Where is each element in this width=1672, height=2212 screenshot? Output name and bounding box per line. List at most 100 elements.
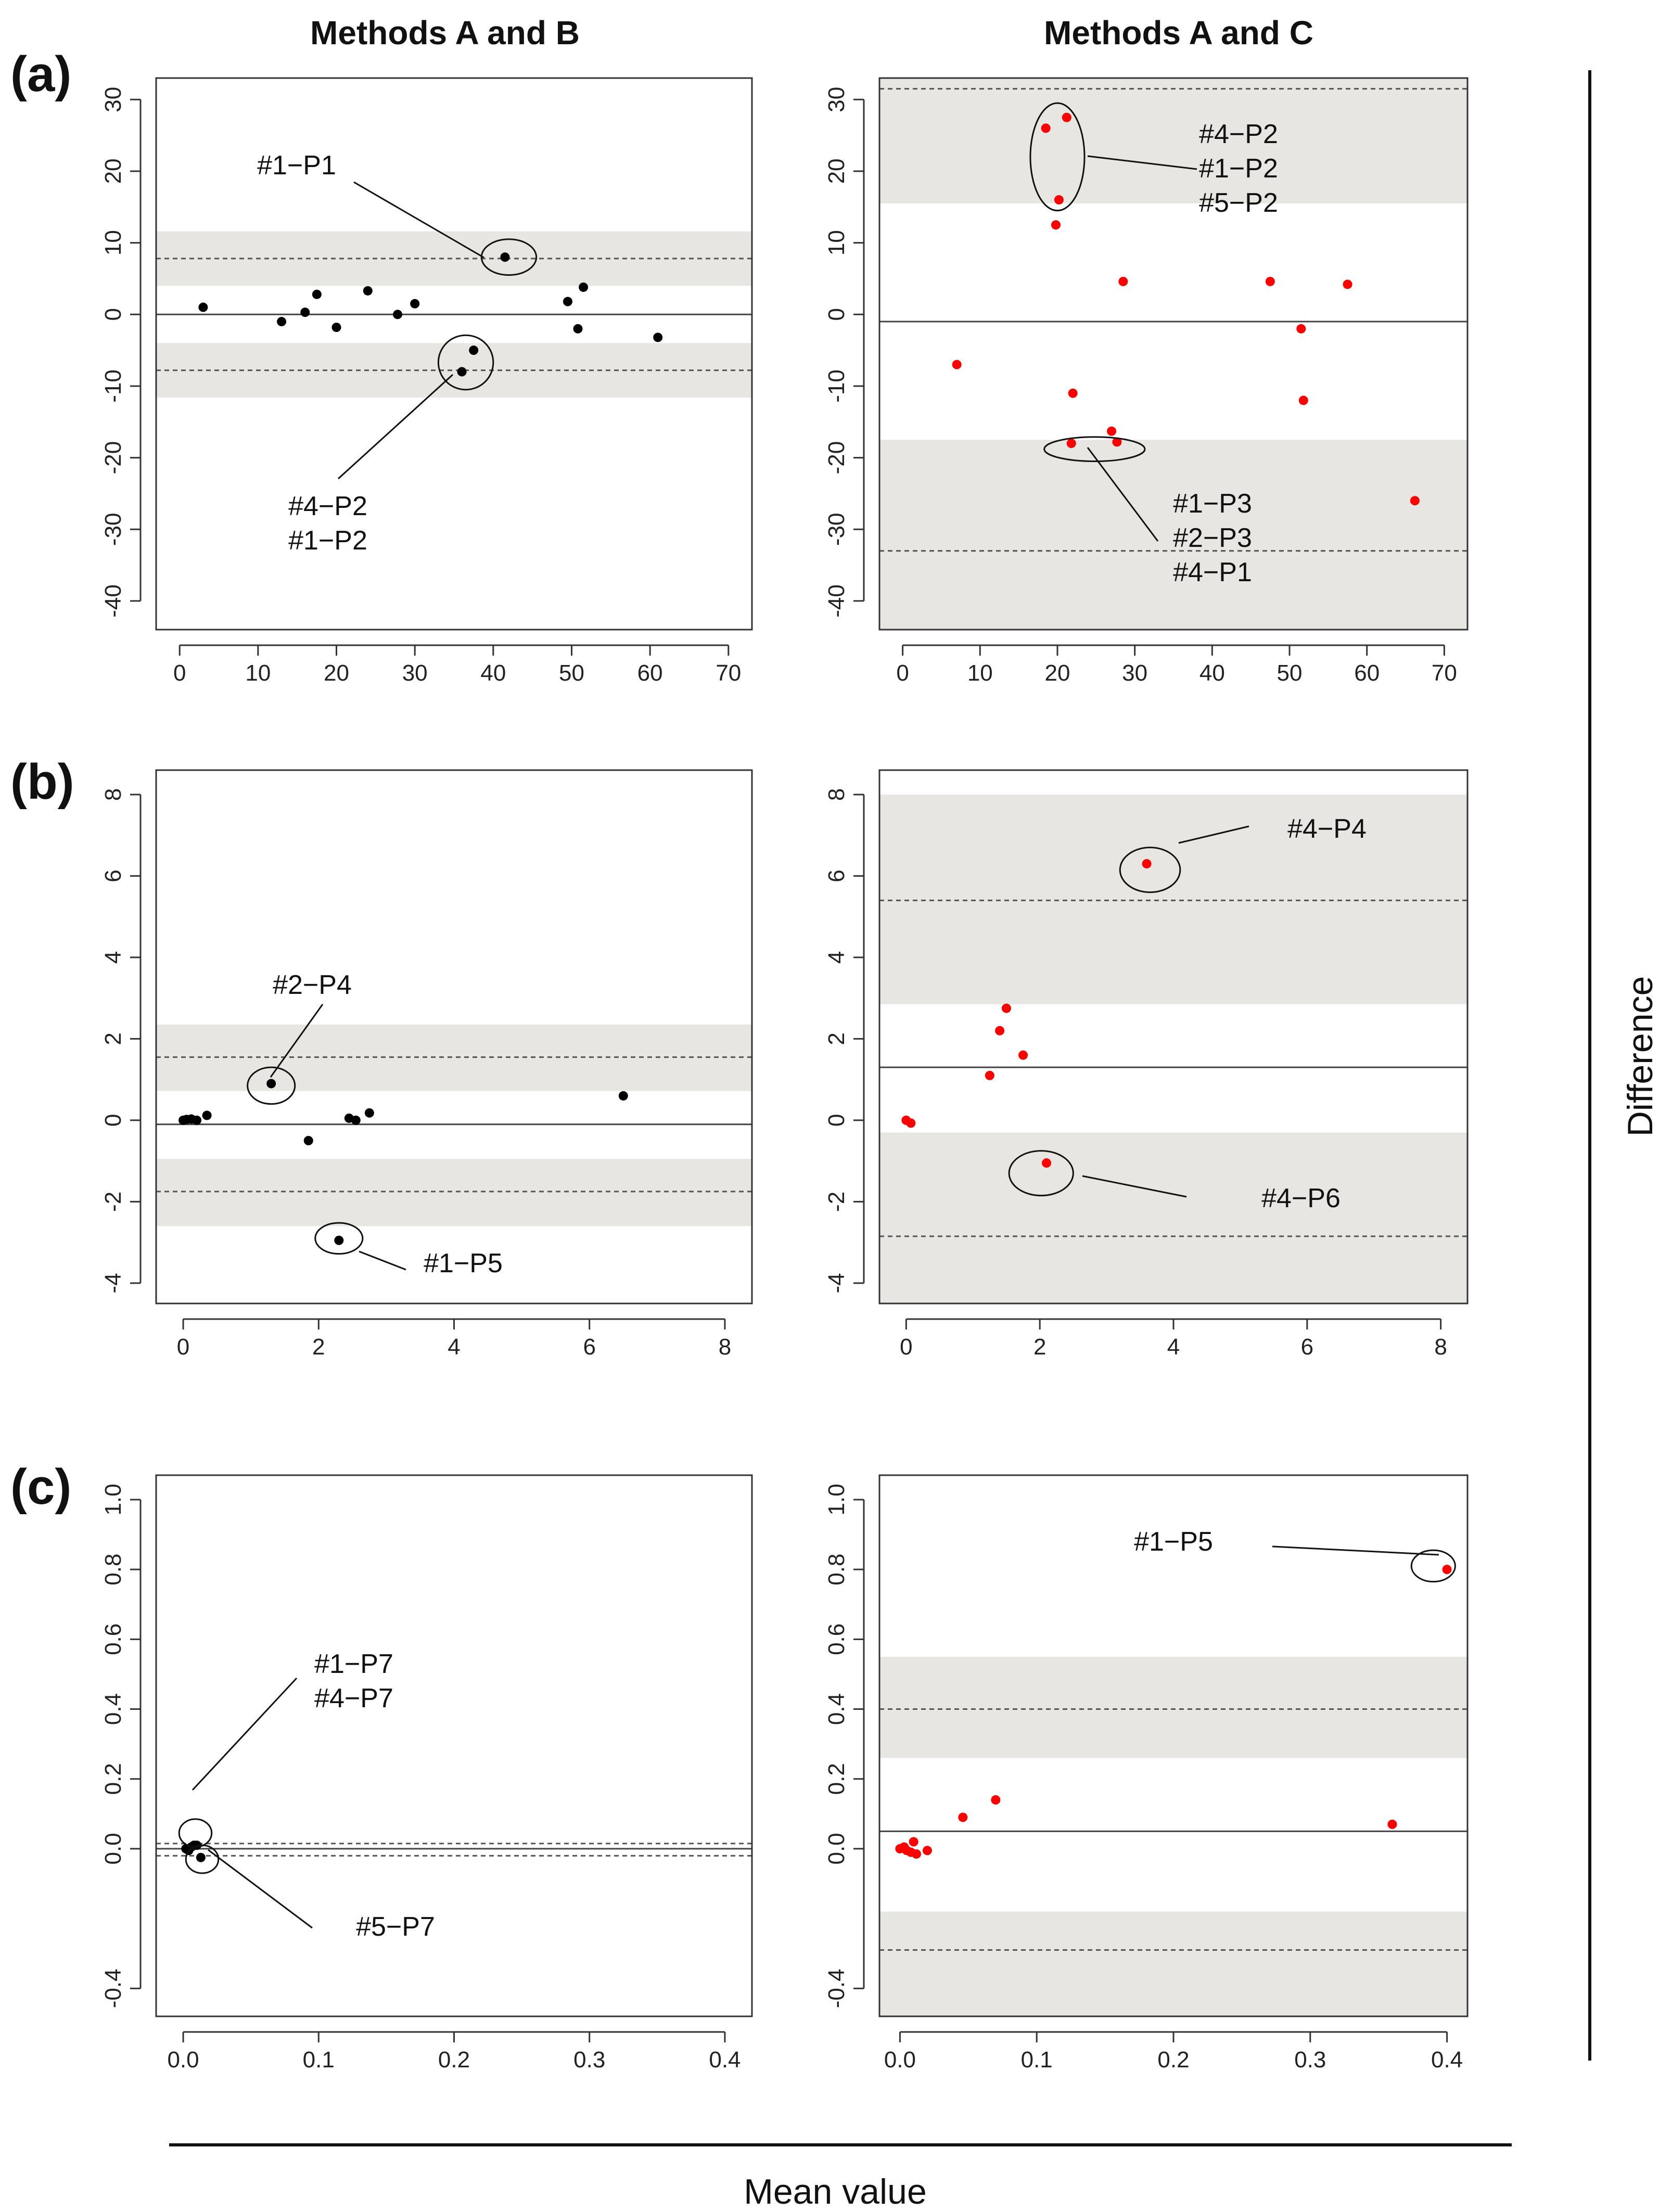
plot-frame [878, 1474, 1469, 2017]
confidence-band-1 [156, 343, 752, 398]
x-tick-label: 70 [716, 660, 741, 686]
data-point [906, 1118, 916, 1128]
y-tick-label: 1.0 [824, 1484, 849, 1515]
y-tick-label: 10 [824, 230, 849, 255]
annotation-ellipse [247, 1066, 296, 1105]
y-tick-label: 0.6 [100, 1623, 126, 1655]
annotation-label: #4−P4 [1287, 814, 1367, 844]
annotation-leader-line [359, 1250, 406, 1271]
x-tick-label: 40 [480, 660, 506, 686]
y-tick-label: 6 [100, 870, 126, 882]
y-tick-label: 6 [824, 870, 849, 882]
confidence-band-1 [156, 1159, 752, 1226]
x-tick-label: 2 [1033, 1334, 1046, 1360]
y-tick-label: 0.8 [824, 1554, 849, 1586]
annotation-leader-line [208, 1849, 313, 1929]
data-point [909, 1837, 918, 1847]
x-tick-label: 10 [967, 660, 993, 686]
x-tick-label: 50 [559, 660, 584, 686]
y-tick-label: 1.0 [100, 1484, 126, 1515]
x-tick-label: 0 [900, 1334, 912, 1360]
data-point [1054, 195, 1064, 205]
y-tick-label: -30 [100, 513, 126, 546]
data-point [351, 1115, 361, 1125]
y-tick-label: -4 [100, 1273, 126, 1293]
y-tick-label: 20 [824, 158, 849, 184]
row-label-c: (c) [10, 1459, 71, 1515]
plot-frame [155, 1474, 753, 2017]
y-tick-label: 0.8 [100, 1554, 126, 1586]
plot-frame [878, 77, 1469, 631]
annotation-label: #1−P5 [1134, 1527, 1213, 1557]
y-tick-label: 0.0 [824, 1833, 849, 1864]
x-tick-label: 40 [1199, 660, 1225, 686]
data-point [1018, 1050, 1028, 1060]
x-tick-label: 30 [402, 660, 428, 686]
x-tick-label: 0.3 [1294, 2047, 1326, 2073]
annotation-ellipse [1029, 102, 1086, 212]
y-tick-label: -40 [100, 584, 126, 618]
data-point [1068, 388, 1078, 398]
annotation-ellipse [480, 238, 538, 276]
annotation-label: #4−P7 [314, 1683, 393, 1714]
y-tick-label: 0 [824, 1114, 849, 1127]
annotation-leader-line [270, 1004, 324, 1078]
x-tick-label: 6 [583, 1334, 595, 1360]
y-tick-label: 0.2 [824, 1763, 849, 1795]
data-point [922, 1846, 932, 1856]
x-tick-label: 0 [173, 660, 186, 686]
y-tick-label: -10 [100, 369, 126, 403]
y-tick-label: 0.4 [100, 1693, 126, 1725]
x-tick-label: 30 [1122, 660, 1147, 686]
x-tick-label: 50 [1277, 660, 1303, 686]
y-tick-label: 4 [100, 951, 126, 964]
column-title-ac: Methods A and C [1044, 14, 1313, 52]
y-tick-label: -40 [824, 584, 849, 618]
x-tick-label: 8 [719, 1334, 731, 1360]
x-tick-label: 60 [1354, 660, 1380, 686]
x-tick-label: 0.4 [709, 2047, 741, 2073]
data-point [911, 1849, 921, 1859]
data-point [410, 299, 420, 309]
x-tick-label: 10 [245, 660, 271, 686]
x-tick-label: 70 [1432, 660, 1457, 686]
annotation-label: #4−P2 [288, 491, 367, 521]
confidence-band-1 [879, 1132, 1467, 1303]
y-tick-label: 8 [824, 788, 849, 801]
x-tick-label: 0.1 [303, 2047, 335, 2073]
x-tick-label: 0 [896, 660, 909, 686]
x-tick-label: 0.0 [167, 2047, 199, 2073]
data-point [573, 324, 583, 334]
data-point [563, 297, 572, 306]
annotation-label: #1−P3 [1173, 489, 1252, 519]
y-tick-label: -0.4 [824, 1968, 849, 2008]
row-label-a: (a) [10, 46, 71, 102]
data-point [469, 346, 479, 355]
data-point [364, 1108, 374, 1118]
data-point [958, 1812, 968, 1822]
annotation-label: #5−P7 [356, 1912, 435, 1942]
annotation-ellipse [185, 1844, 220, 1874]
row-label-b: (b) [10, 754, 74, 810]
confidence-band-0 [879, 794, 1467, 1004]
annotation-label: #2−P3 [1173, 523, 1252, 553]
data-point [1442, 1565, 1452, 1575]
annotation-label: #5−P2 [1199, 188, 1278, 218]
confidence-band-1 [879, 1911, 1467, 2016]
x-tick-label: 0.2 [438, 2047, 470, 2073]
data-point [192, 1115, 202, 1125]
y-tick-label: 0.0 [100, 1833, 126, 1864]
y-tick-label: -20 [100, 441, 126, 475]
data-point [277, 317, 287, 327]
data-point [300, 308, 310, 317]
data-point [1410, 496, 1420, 506]
y-tick-label: 4 [824, 951, 849, 964]
y-tick-label: 2 [824, 1032, 849, 1045]
data-point [1296, 324, 1306, 334]
y-tick-label: -2 [100, 1192, 126, 1212]
annotation-label: #1−P7 [314, 1649, 393, 1679]
y-tick-label: -20 [824, 441, 849, 475]
y-tick-label: 30 [824, 87, 849, 112]
annotation-ellipse [437, 334, 494, 391]
